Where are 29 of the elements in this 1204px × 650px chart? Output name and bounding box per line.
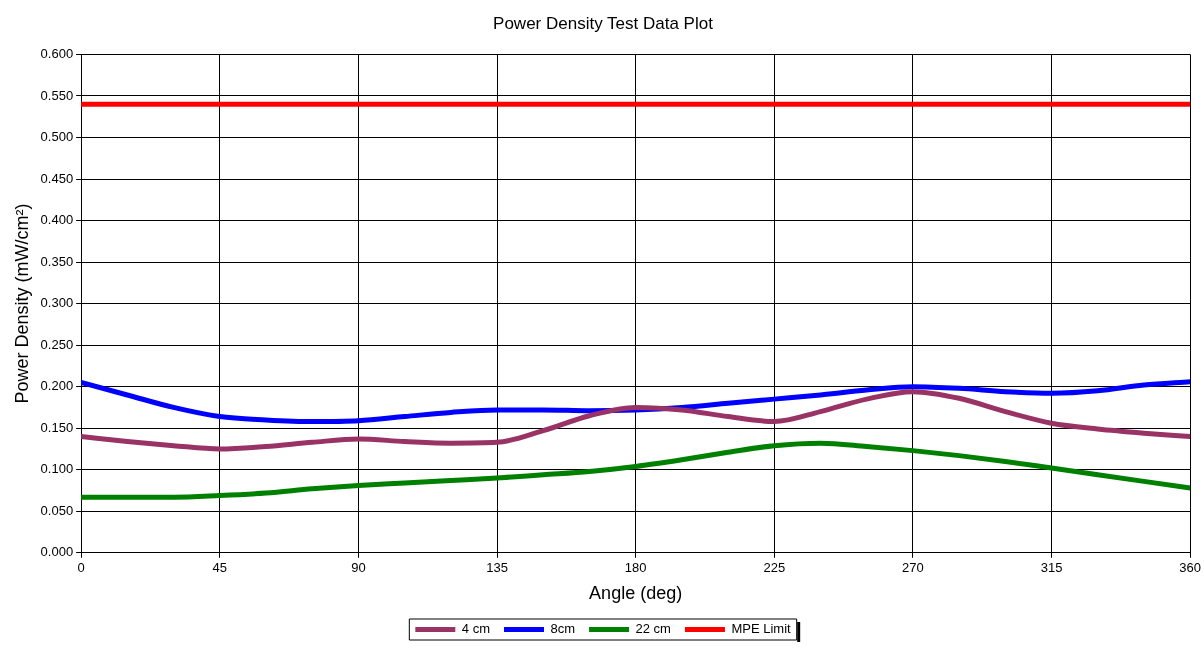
legend-label: MPE Limit [731,621,792,637]
x-tick-label: 135 [486,560,508,576]
y-tick-label: 0.550 [40,87,74,103]
x-axis-title: Angle (deg) [589,583,683,604]
y-tick-label: 0.100 [40,461,74,477]
y-tick-label: 0.400 [40,212,74,228]
x-tick-label: 180 [624,560,647,576]
y-tick-label: 0.200 [40,378,74,394]
y-tick-label: 0.300 [40,295,74,311]
legend-label: 8cm [550,621,576,637]
y-tick-label: 0.150 [40,419,74,435]
y-tick-label: 0.050 [40,502,74,518]
x-tick-label: 0 [77,560,85,576]
x-tick-label: 225 [763,560,786,576]
legend-label: 22 cm [635,621,671,637]
x-tick-label: 315 [1040,560,1063,576]
x-tick-label: 270 [902,560,924,576]
y-tick-label: 0.600 [40,45,74,61]
y-tick-label: 0.250 [40,336,74,352]
legend-label: 4 cm [461,621,490,637]
y-axis-title: Power Density (mW/cm²) [11,203,32,404]
y-tick-label: 0.350 [40,253,74,269]
x-tick-label: 360 [1179,560,1202,576]
y-tick-label: 0.500 [40,129,74,145]
chart-title: Power Density Test Data Plot [493,13,714,33]
y-tick-label: 0.000 [40,544,74,560]
y-tick-label: 0.450 [40,170,74,186]
x-tick-label: 90 [351,560,366,576]
x-tick-label: 45 [212,560,227,576]
